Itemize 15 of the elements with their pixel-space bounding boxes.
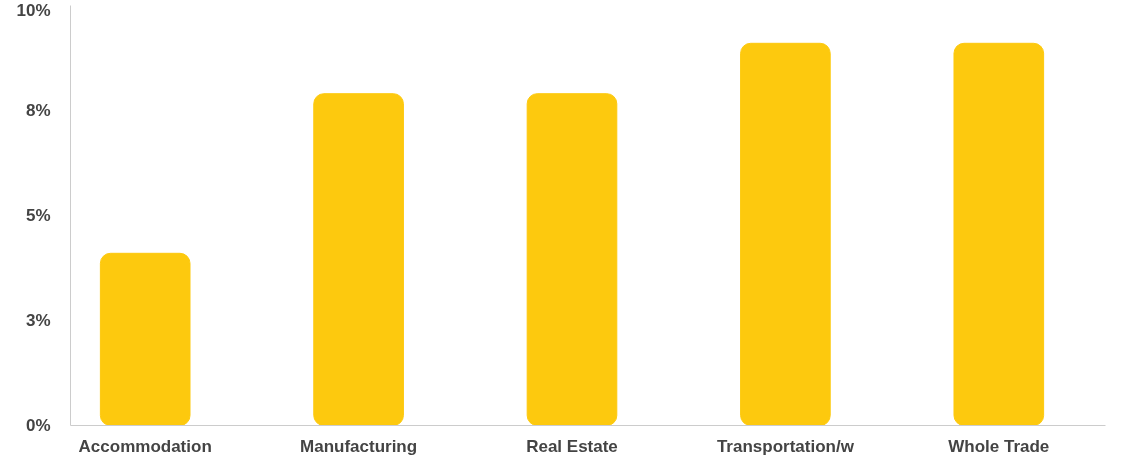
y-tick-label: 0%: [25, 416, 51, 435]
y-tick-label: 5%: [25, 206, 51, 225]
y-tick-label: 8%: [25, 101, 51, 120]
bar: [740, 42, 831, 426]
y-tick-label: 3%: [25, 311, 51, 330]
x-tick-label: Transportation/w: [716, 436, 855, 456]
bar: [313, 93, 404, 426]
bar: [99, 252, 191, 426]
x-tick-label: Accommodation: [78, 436, 212, 456]
bar: [953, 42, 1045, 426]
x-tick-label: Real Estate: [526, 436, 618, 456]
y-tick-label: 10%: [16, 0, 51, 20]
x-tick-label: Whole Trade: [948, 436, 1050, 456]
bar: [526, 93, 618, 426]
x-tick-label: Manufacturing: [300, 436, 418, 456]
